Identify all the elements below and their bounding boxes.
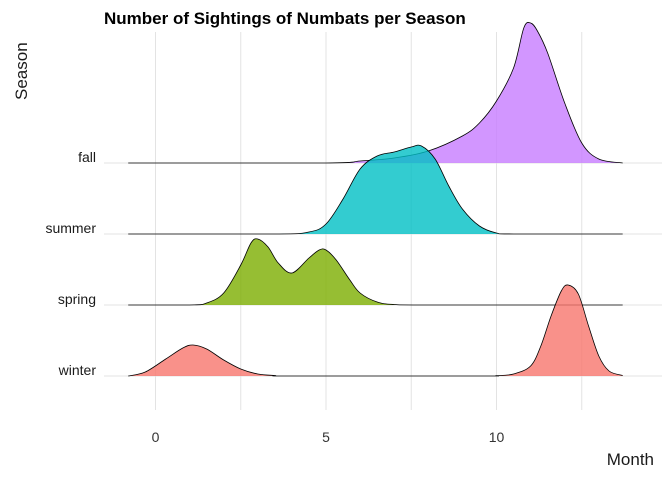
category-label-winter: winter	[58, 362, 97, 378]
x-tick-label: 5	[322, 429, 330, 445]
chart-title: Number of Sightings of Numbats per Seaso…	[104, 9, 466, 28]
ridge-fall	[128, 21, 623, 164]
ridge-area-fall	[128, 22, 623, 163]
ridge-outline-fall	[128, 21, 623, 164]
ridge-area-spring	[128, 238, 623, 305]
category-labels: winter spring summer fall	[45, 149, 96, 378]
x-tick-labels: 0 5 10	[152, 429, 505, 445]
ridge-outline-winter	[128, 284, 623, 377]
ridge-area-winter	[128, 284, 623, 376]
y-axis-title: Season	[12, 42, 31, 100]
ridge-area-summer	[128, 145, 623, 234]
x-tick-label: 0	[152, 429, 160, 445]
x-tick-label: 10	[489, 429, 505, 445]
ridge-outline-spring	[128, 238, 623, 306]
ridge-spring	[128, 238, 623, 306]
ridge-series	[128, 21, 623, 377]
ridge-winter	[128, 284, 623, 377]
category-label-fall: fall	[78, 149, 96, 165]
ridge-summer	[128, 144, 623, 235]
ridge-outline-summer	[128, 144, 623, 235]
category-label-summer: summer	[45, 220, 96, 236]
category-label-spring: spring	[58, 291, 96, 307]
x-axis-title: Month	[607, 450, 654, 469]
